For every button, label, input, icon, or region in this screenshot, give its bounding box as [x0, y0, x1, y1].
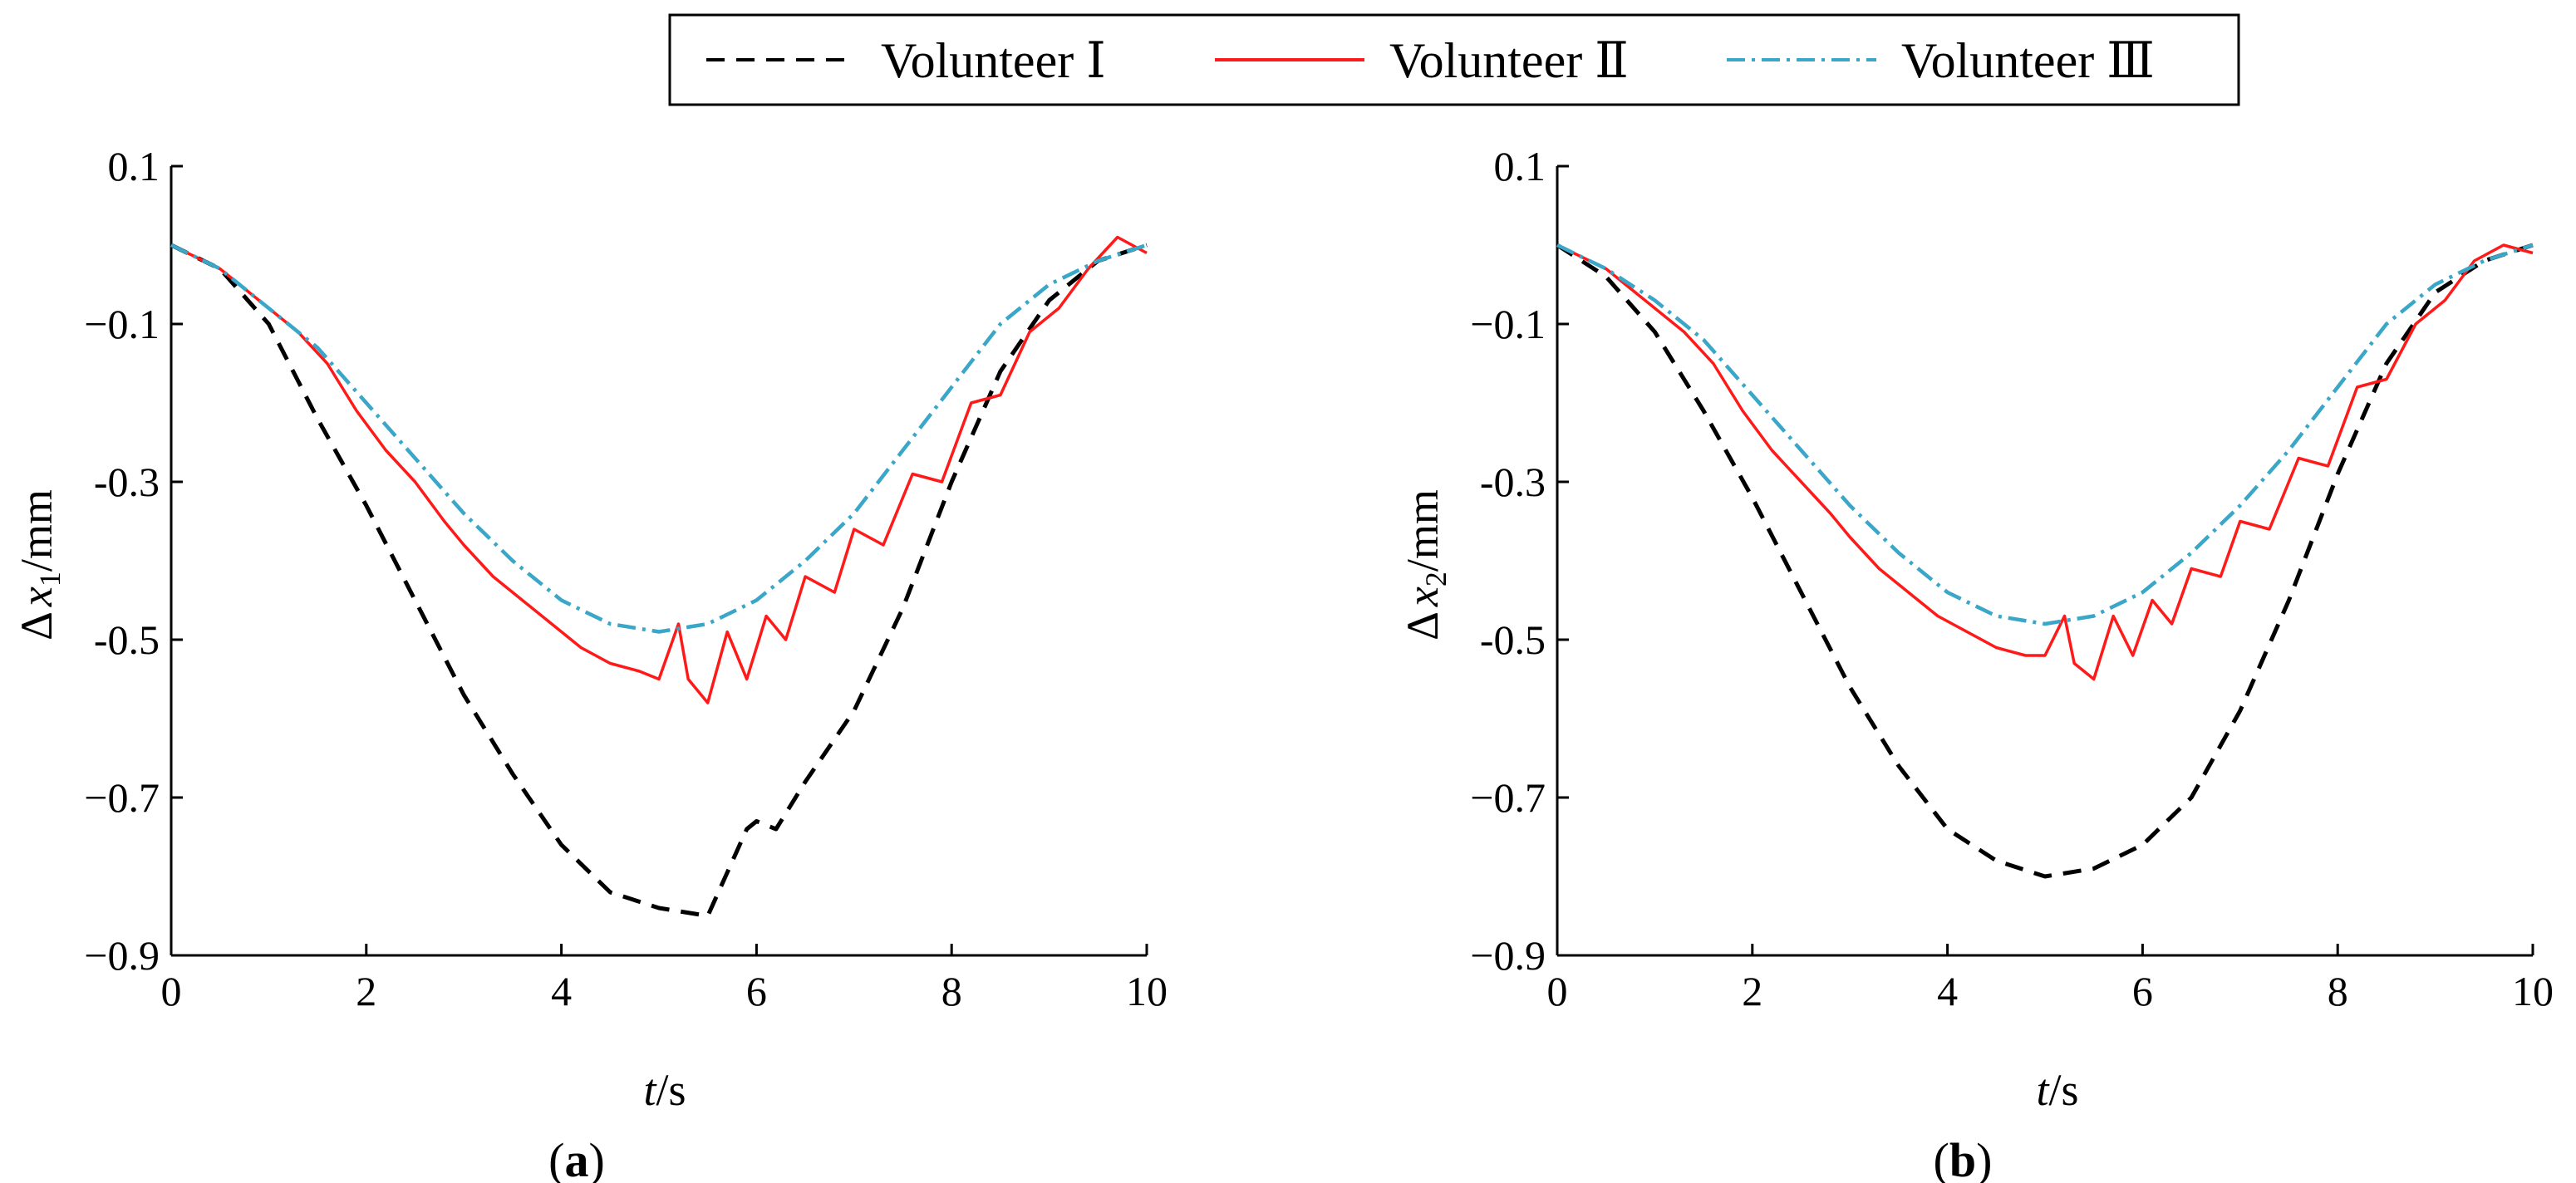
series-line-b-volunteer-3	[1556, 243, 2534, 626]
series-line-a-volunteer-2	[170, 235, 1148, 704]
xlabel-b-unit: /s	[2048, 1065, 2078, 1115]
legend-label-volunteer-2: Volunteer Ⅱ	[1389, 33, 1629, 88]
series-line-a-volunteer-1	[170, 243, 1148, 918]
ylabel-b: Δx2/mm	[1398, 489, 1453, 641]
x-tick-label-a: 8	[941, 968, 962, 1014]
legend-label-volunteer-3: Volunteer Ⅲ	[1901, 33, 2155, 88]
ylabel-b-var: x	[1398, 587, 1448, 607]
y-tick-label-a: 0.1	[108, 143, 160, 189]
x-tick-label-b: 4	[1937, 968, 1958, 1014]
ylabel-a: Δx1/mm	[12, 489, 66, 641]
ylabel-a-sub: 1	[33, 572, 66, 587]
panel-caption-a-letter: a	[565, 1133, 589, 1183]
x-tick-label-a: 4	[551, 968, 572, 1014]
y-tick-label-a: −0.9	[84, 932, 160, 979]
x-tick-label-b: 10	[2512, 968, 2554, 1014]
ylabel-a-var: x	[12, 587, 61, 607]
x-tick-label-a: 10	[1126, 968, 1168, 1014]
legend-label-volunteer-1: Volunteer Ⅰ	[881, 33, 1106, 88]
ylabel-a-unit: /mm	[12, 489, 61, 572]
panel-caption-a: (a)	[548, 1133, 605, 1183]
xlabel-a-unit: /s	[656, 1065, 686, 1115]
legend-box	[668, 13, 2240, 106]
y-tick-label-b: 0.1	[1494, 143, 1546, 189]
series-line-a-volunteer-3	[170, 243, 1148, 634]
x-tick-label-a: 6	[746, 968, 767, 1014]
x-tick-label-a: 2	[356, 968, 376, 1014]
panel-b: Δx2/mm t/s (b) 0 2 4 6 8 100.1−0.1-0.3-0.5−0.…	[1398, 143, 2554, 1183]
y-tick-label-a: -0.3	[94, 459, 160, 505]
xlabel-b: t/s	[2036, 1065, 2078, 1115]
ylabel-b-sub: 2	[1419, 572, 1453, 587]
ylabel-a-prefix: Δ	[12, 611, 61, 641]
y-tick-label-b: -0.5	[1480, 616, 1546, 663]
ylabel-b-prefix: Δ	[1398, 611, 1448, 641]
y-tick-label-a: -0.5	[94, 616, 160, 663]
y-tick-label-b: −0.9	[1470, 932, 1546, 979]
x-tick-label-b: 6	[2132, 968, 2153, 1014]
y-tick-label-b: −0.1	[1470, 301, 1546, 347]
series-line-b-volunteer-2	[1556, 243, 2534, 681]
x-tick-label-b: 0	[1547, 968, 1568, 1014]
x-tick-label-a: 0	[161, 968, 182, 1014]
x-tick-label-b: 2	[1742, 968, 1762, 1014]
panel-a: Δx1/mm t/s (a) 0 2 4 6 8 10 0.1 −0.1 -0.3 -0.5 −0.…	[12, 143, 1168, 1183]
y-tick-label-b: −0.7	[1470, 774, 1546, 821]
xlabel-b-var: t	[2036, 1065, 2050, 1115]
legend: Volunteer Ⅰ Volunteer Ⅱ Volunteer Ⅲ	[668, 13, 2240, 106]
panel-caption-b: (b)	[1934, 1133, 1993, 1183]
y-tick-label-b: -0.3	[1480, 459, 1546, 505]
y-tick-label-a: −0.1	[84, 301, 160, 347]
series-line-b-volunteer-1	[1556, 243, 2534, 879]
xlabel-a: t/s	[643, 1065, 686, 1115]
y-tick-label-a: −0.7	[84, 774, 160, 821]
xlabel-a-var: t	[643, 1065, 657, 1115]
ylabel-b-unit: /mm	[1398, 489, 1448, 572]
panel-caption-b-letter: b	[1949, 1133, 1976, 1183]
x-tick-label-b: 8	[2328, 968, 2348, 1014]
